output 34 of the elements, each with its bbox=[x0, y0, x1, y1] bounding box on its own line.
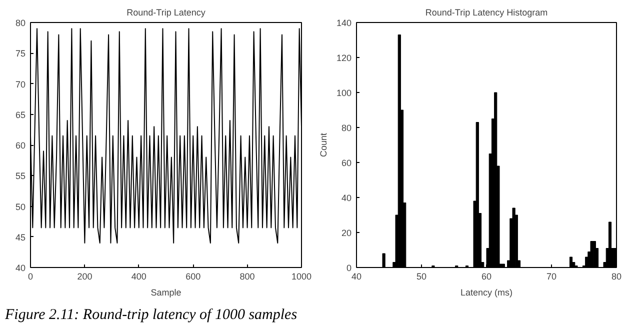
y-tick-label: 80 bbox=[341, 123, 352, 133]
y-tick-label: 40 bbox=[15, 263, 26, 273]
y-tick-label: 60 bbox=[15, 140, 26, 150]
x-tick-label: 80 bbox=[611, 272, 622, 282]
x-tick-label: 60 bbox=[481, 272, 492, 282]
x-tick-label: 0 bbox=[28, 272, 34, 282]
y-tick-label: 0 bbox=[346, 263, 352, 273]
y-tick-label: 140 bbox=[336, 18, 352, 28]
y-tick-label: 80 bbox=[15, 18, 26, 28]
y-axis-title: Count bbox=[318, 132, 328, 158]
x-tick-label: 70 bbox=[546, 272, 557, 282]
x-tick-label: 600 bbox=[186, 272, 201, 282]
y-tick-label: 50 bbox=[15, 202, 26, 212]
x-tick-label: 1000 bbox=[291, 272, 312, 282]
x-tick-label: 40 bbox=[351, 272, 362, 282]
y-tick-label: 120 bbox=[336, 53, 352, 63]
y-tick-label: 100 bbox=[336, 88, 352, 98]
y-tick-label: 40 bbox=[341, 193, 352, 203]
y-tick-label: 70 bbox=[15, 79, 26, 90]
x-tick-label: 400 bbox=[131, 272, 146, 282]
x-axis-title: Latency (ms) bbox=[460, 288, 513, 298]
y-tick-label: 20 bbox=[341, 228, 352, 238]
chart-title: Round-Trip Latency bbox=[126, 8, 206, 18]
x-tick-label: 50 bbox=[416, 272, 427, 282]
x-tick-label: 200 bbox=[77, 272, 92, 282]
x-tick-label: 800 bbox=[240, 272, 255, 282]
caption: Figure 2.11: Round-trip latency of 1000 samples bbox=[5, 306, 298, 325]
y-tick-label: 65 bbox=[15, 110, 26, 120]
y-tick-label: 55 bbox=[15, 171, 26, 182]
y-tick-label: 45 bbox=[15, 232, 26, 242]
chart-title: Round-Trip Latency Histogram bbox=[425, 8, 548, 18]
y-tick-label: 60 bbox=[341, 158, 352, 168]
y-tick-label: 75 bbox=[15, 48, 26, 59]
x-axis-title: Sample bbox=[150, 288, 182, 298]
